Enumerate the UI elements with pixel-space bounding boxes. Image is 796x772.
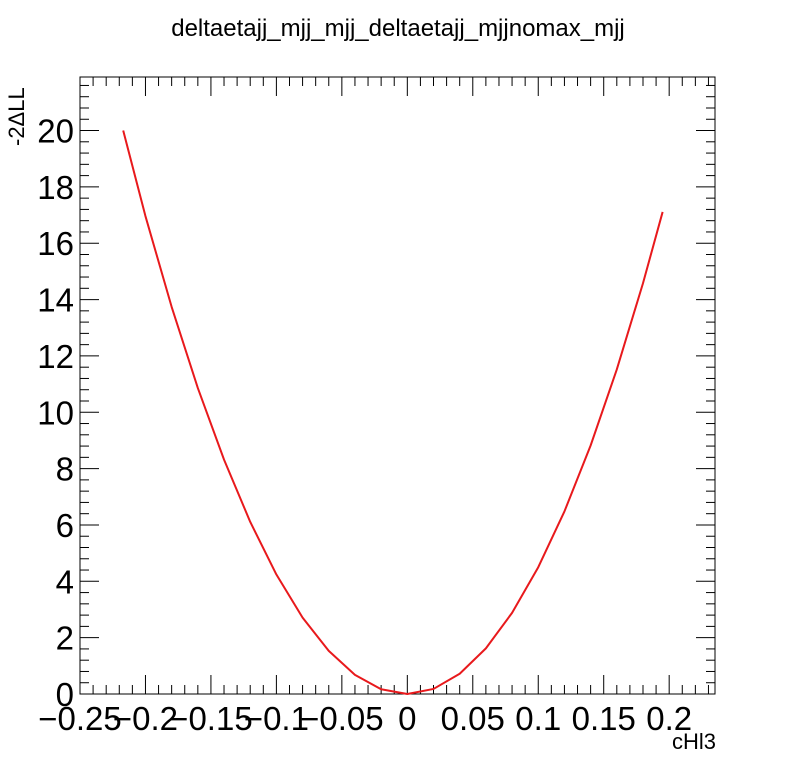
y-tick-label: 10 [37, 394, 74, 431]
y-tick-label: 2 [56, 620, 74, 657]
y-axis-label: -2ΔLL [4, 87, 29, 146]
x-tick-label: 0.05 [441, 700, 505, 737]
series-layer [122, 130, 664, 695]
plot-frame [79, 76, 716, 695]
y-tick-label: 8 [56, 451, 74, 488]
x-tick-label: −0.05 [300, 700, 384, 737]
x-tick-label: −0.1 [244, 700, 309, 737]
x-tick-label: −0.2 [113, 700, 178, 737]
x-axis-ticks [79, 77, 709, 694]
y-axis-tick-labels: 0 2 4 6 8 10 12 14 16 18 20 [37, 113, 74, 713]
x-tick-label: 0.1 [515, 700, 561, 737]
y-tick-label: 18 [37, 169, 74, 206]
x-tick-label: 0.15 [572, 700, 636, 737]
y-tick-label: 6 [56, 507, 74, 544]
y-tick-label: 12 [37, 338, 74, 375]
y-tick-label: 4 [56, 563, 74, 600]
x-axis-label: cHl3 [672, 729, 716, 754]
y-tick-label: 16 [37, 225, 74, 262]
x-tick-label: 0.2 [646, 700, 692, 737]
chart-title: deltaetajj_mjj_mjj_deltaetajj_mjjnomax_m… [171, 15, 625, 42]
x-tick-label: −0.25 [38, 700, 122, 737]
x-tick-label: −0.15 [169, 700, 253, 737]
y-axis-ticks [80, 84, 715, 695]
y-tick-label: 20 [37, 113, 74, 150]
y-tick-label: 14 [37, 282, 74, 319]
y-tick-label: 0 [56, 676, 74, 713]
x-tick-label: 0 [398, 700, 416, 737]
x-axis-tick-labels: −0.25−0.2−0.15−0.1−0.05 0 0.05 0.1 0.15 0.2 [38, 700, 692, 737]
series-line [122, 130, 664, 695]
